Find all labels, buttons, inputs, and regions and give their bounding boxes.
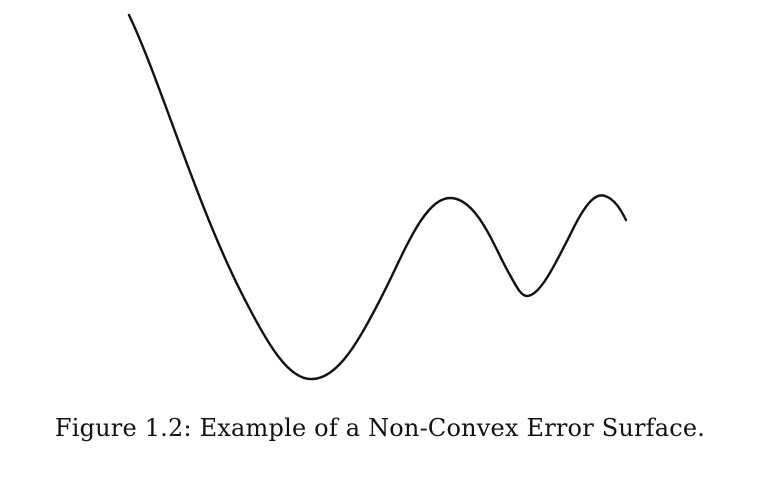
figure-caption: Figure 1.2: Example of a Non-Convex Erro… xyxy=(54,414,706,442)
error-surface-curve xyxy=(127,13,628,381)
